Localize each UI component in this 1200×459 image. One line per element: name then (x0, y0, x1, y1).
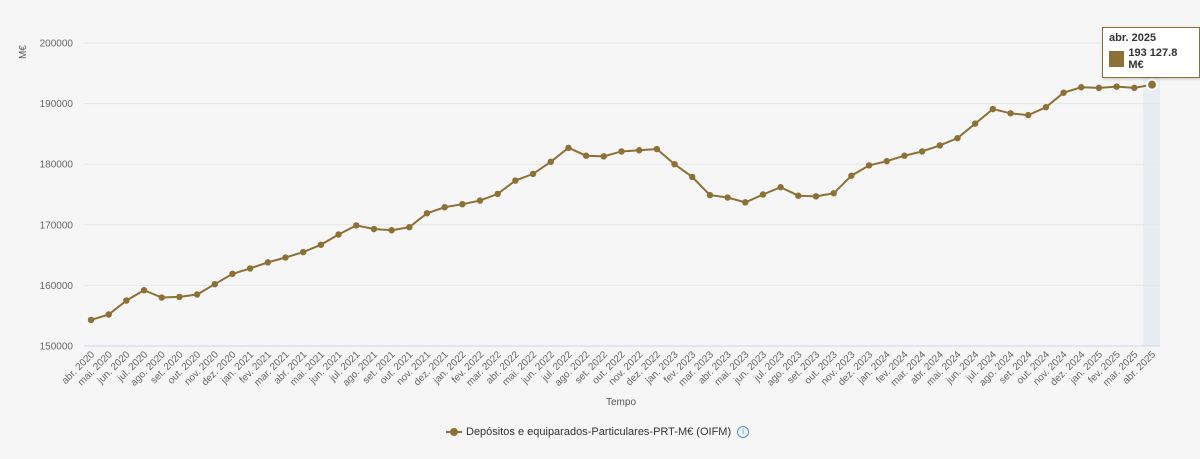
data-point[interactable] (1113, 83, 1120, 90)
data-point[interactable] (282, 254, 289, 261)
data-point[interactable] (671, 161, 678, 168)
data-point[interactable] (635, 147, 643, 154)
grid-lines (84, 42, 1160, 286)
data-point[interactable] (565, 144, 572, 152)
data-point[interactable] (1007, 110, 1014, 117)
data-point[interactable] (370, 225, 378, 233)
data-point[interactable] (582, 152, 590, 159)
y-tick-label: 150000 (40, 342, 74, 353)
data-point[interactable] (830, 190, 837, 197)
data-point[interactable] (423, 210, 431, 217)
data-point[interactable] (406, 224, 413, 231)
y-axis-ticks: 150000 160000 170000 180000 190000 200000 (40, 39, 74, 353)
y-tick-label: 160000 (40, 281, 74, 292)
data-point[interactable] (901, 152, 908, 159)
data-point[interactable] (724, 194, 731, 201)
data-point[interactable] (140, 287, 148, 294)
data-point[interactable] (441, 204, 448, 211)
data-point[interactable] (87, 316, 95, 324)
data-tooltip: abr. 2025 193 127.8 M€ (1102, 27, 1200, 78)
data-point[interactable] (105, 311, 112, 318)
data-point[interactable] (759, 191, 767, 198)
legend[interactable]: Depósitos e equiparados-Particulares-PRT… (446, 426, 750, 438)
data-point[interactable] (971, 120, 979, 127)
info-icon[interactable]: i (737, 426, 750, 438)
data-point-highlighted[interactable] (1146, 78, 1158, 91)
data-point[interactable] (600, 153, 608, 160)
data-point[interactable] (529, 170, 537, 178)
data-point[interactable] (459, 200, 466, 208)
data-point[interactable] (1095, 84, 1103, 92)
data-point[interactable] (883, 157, 890, 165)
data-point[interactable] (547, 158, 554, 165)
legend-marker-icon (446, 427, 462, 437)
data-point[interactable] (335, 231, 342, 238)
data-point[interactable] (954, 134, 961, 142)
data-point[interactable] (193, 291, 201, 298)
data-point[interactable] (123, 297, 130, 304)
data-point[interactable] (777, 184, 784, 191)
tooltip-value: 193 127.8 M€ (1128, 47, 1178, 71)
data-point[interactable] (512, 177, 519, 184)
data-point[interactable] (1042, 104, 1050, 111)
tooltip-row: 193 127.8 M€ (1109, 47, 1193, 71)
data-point[interactable] (211, 280, 218, 288)
tooltip-swatch (1109, 51, 1125, 67)
data-point[interactable] (742, 199, 749, 206)
data-point[interactable] (353, 222, 360, 229)
data-point[interactable] (706, 191, 714, 199)
data-point[interactable] (812, 193, 820, 200)
tooltip-title: abr. 2025 (1109, 32, 1157, 44)
data-point[interactable] (1025, 111, 1032, 119)
y-tick-label: 170000 (40, 220, 74, 231)
data-point[interactable] (229, 270, 236, 278)
y-tick-label: 180000 (40, 160, 74, 171)
y-axis-title: M€ (18, 45, 29, 59)
data-point[interactable] (476, 197, 484, 204)
data-point[interactable] (689, 173, 696, 181)
data-point[interactable] (618, 148, 625, 155)
data-point[interactable] (865, 162, 873, 169)
data-point[interactable] (246, 265, 254, 272)
data-point[interactable] (653, 145, 661, 153)
data-point[interactable] (176, 293, 183, 301)
legend-label: Depósitos e equiparados-Particulares-PRT… (466, 426, 732, 438)
highlight-band (1143, 43, 1160, 346)
data-point[interactable] (989, 105, 997, 113)
data-point[interactable] (494, 190, 501, 198)
y-tick-label: 190000 (40, 99, 74, 110)
series-points[interactable] (87, 78, 1158, 324)
data-point[interactable] (848, 172, 855, 179)
data-point[interactable] (918, 148, 926, 155)
data-point[interactable] (300, 248, 307, 256)
data-point[interactable] (264, 259, 272, 266)
y-tick-label: 200000 (40, 39, 74, 50)
data-point[interactable] (1078, 84, 1085, 91)
data-point[interactable] (1131, 84, 1138, 92)
data-point[interactable] (1060, 89, 1067, 96)
data-point[interactable] (158, 294, 165, 301)
data-point[interactable] (317, 241, 325, 248)
data-point[interactable] (936, 142, 943, 149)
series-line (90, 83, 1153, 321)
data-point[interactable] (388, 227, 395, 234)
x-axis-title: Tempo (606, 397, 636, 408)
data-point[interactable] (795, 192, 802, 199)
